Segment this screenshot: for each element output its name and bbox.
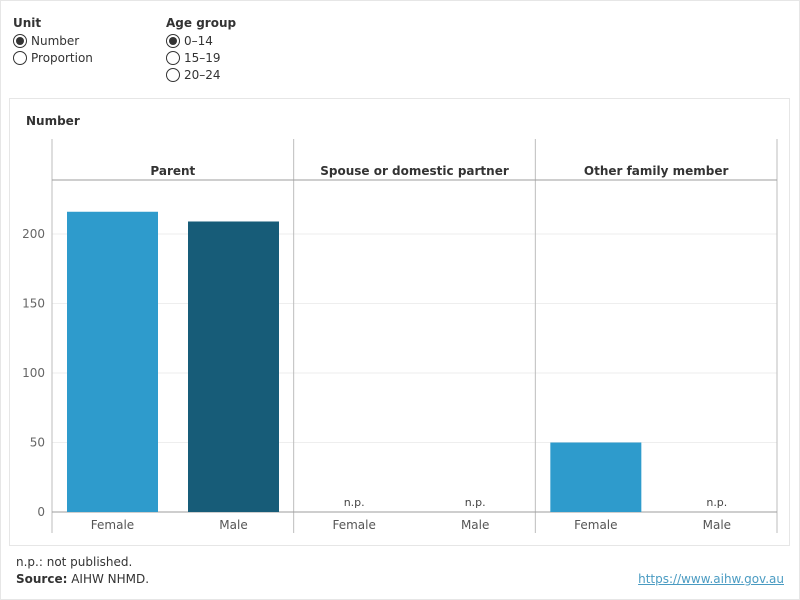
y-tick-label: 150 bbox=[22, 297, 45, 311]
y-tick-label: 0 bbox=[37, 505, 45, 519]
age-option-label: 15–19 bbox=[184, 50, 221, 65]
panel-title: Parent bbox=[150, 164, 195, 178]
age-group-control: Age group 0–14 15–19 20–24 bbox=[166, 16, 236, 83]
source-line: Source: AIHW NHMD. bbox=[16, 572, 149, 586]
unit-option-proportion[interactable]: Proportion bbox=[13, 49, 93, 66]
source-label: Source: bbox=[16, 572, 68, 586]
panel-title: Spouse or domestic partner bbox=[320, 164, 509, 178]
radio-icon[interactable] bbox=[166, 67, 180, 82]
bar-male bbox=[188, 221, 279, 513]
x-tick-label: Female bbox=[91, 518, 134, 532]
x-tick-label: Female bbox=[574, 518, 617, 532]
bar-female bbox=[550, 442, 642, 512]
age-option-label: 20–24 bbox=[184, 67, 221, 82]
radio-icon[interactable] bbox=[13, 50, 27, 65]
x-tick-label: Male bbox=[703, 518, 731, 532]
chart-panel bbox=[9, 98, 790, 546]
age-group-control-title: Age group bbox=[166, 16, 237, 30]
unit-control: Unit Number Proportion bbox=[13, 16, 93, 66]
aihw-link[interactable]: https://www.aihw.gov.au bbox=[638, 572, 784, 586]
unit-control-title: Unit bbox=[13, 16, 42, 30]
bar-label-np: n.p. bbox=[465, 496, 486, 509]
age-option-0-14[interactable]: 0–14 bbox=[166, 32, 236, 49]
unit-option-label: Number bbox=[31, 33, 80, 48]
radio-icon[interactable] bbox=[166, 33, 180, 48]
age-option-20-24[interactable]: 20–24 bbox=[166, 66, 236, 83]
source-text: AIHW NHMD. bbox=[67, 572, 150, 586]
y-tick-label: 100 bbox=[22, 366, 45, 380]
x-tick-label: Male bbox=[219, 518, 247, 532]
age-option-label: 0–14 bbox=[184, 33, 213, 48]
radio-icon[interactable] bbox=[166, 50, 180, 65]
panel-title: Other family member bbox=[584, 164, 729, 178]
age-option-15-19[interactable]: 15–19 bbox=[166, 49, 236, 66]
bar-label-np: n.p. bbox=[344, 496, 365, 509]
bar-label-np: n.p. bbox=[706, 496, 727, 509]
unit-option-label: Proportion bbox=[31, 50, 93, 65]
y-tick-label: 50 bbox=[30, 436, 45, 450]
x-tick-label: Female bbox=[332, 518, 375, 532]
y-axis-label: Number bbox=[26, 114, 80, 128]
unit-option-number[interactable]: Number bbox=[13, 32, 93, 49]
footnote: n.p.: not published. bbox=[16, 555, 133, 569]
radio-icon[interactable] bbox=[13, 33, 27, 48]
bar-female bbox=[67, 211, 158, 512]
x-tick-label: Male bbox=[461, 518, 489, 532]
y-tick-label: 200 bbox=[22, 227, 45, 241]
